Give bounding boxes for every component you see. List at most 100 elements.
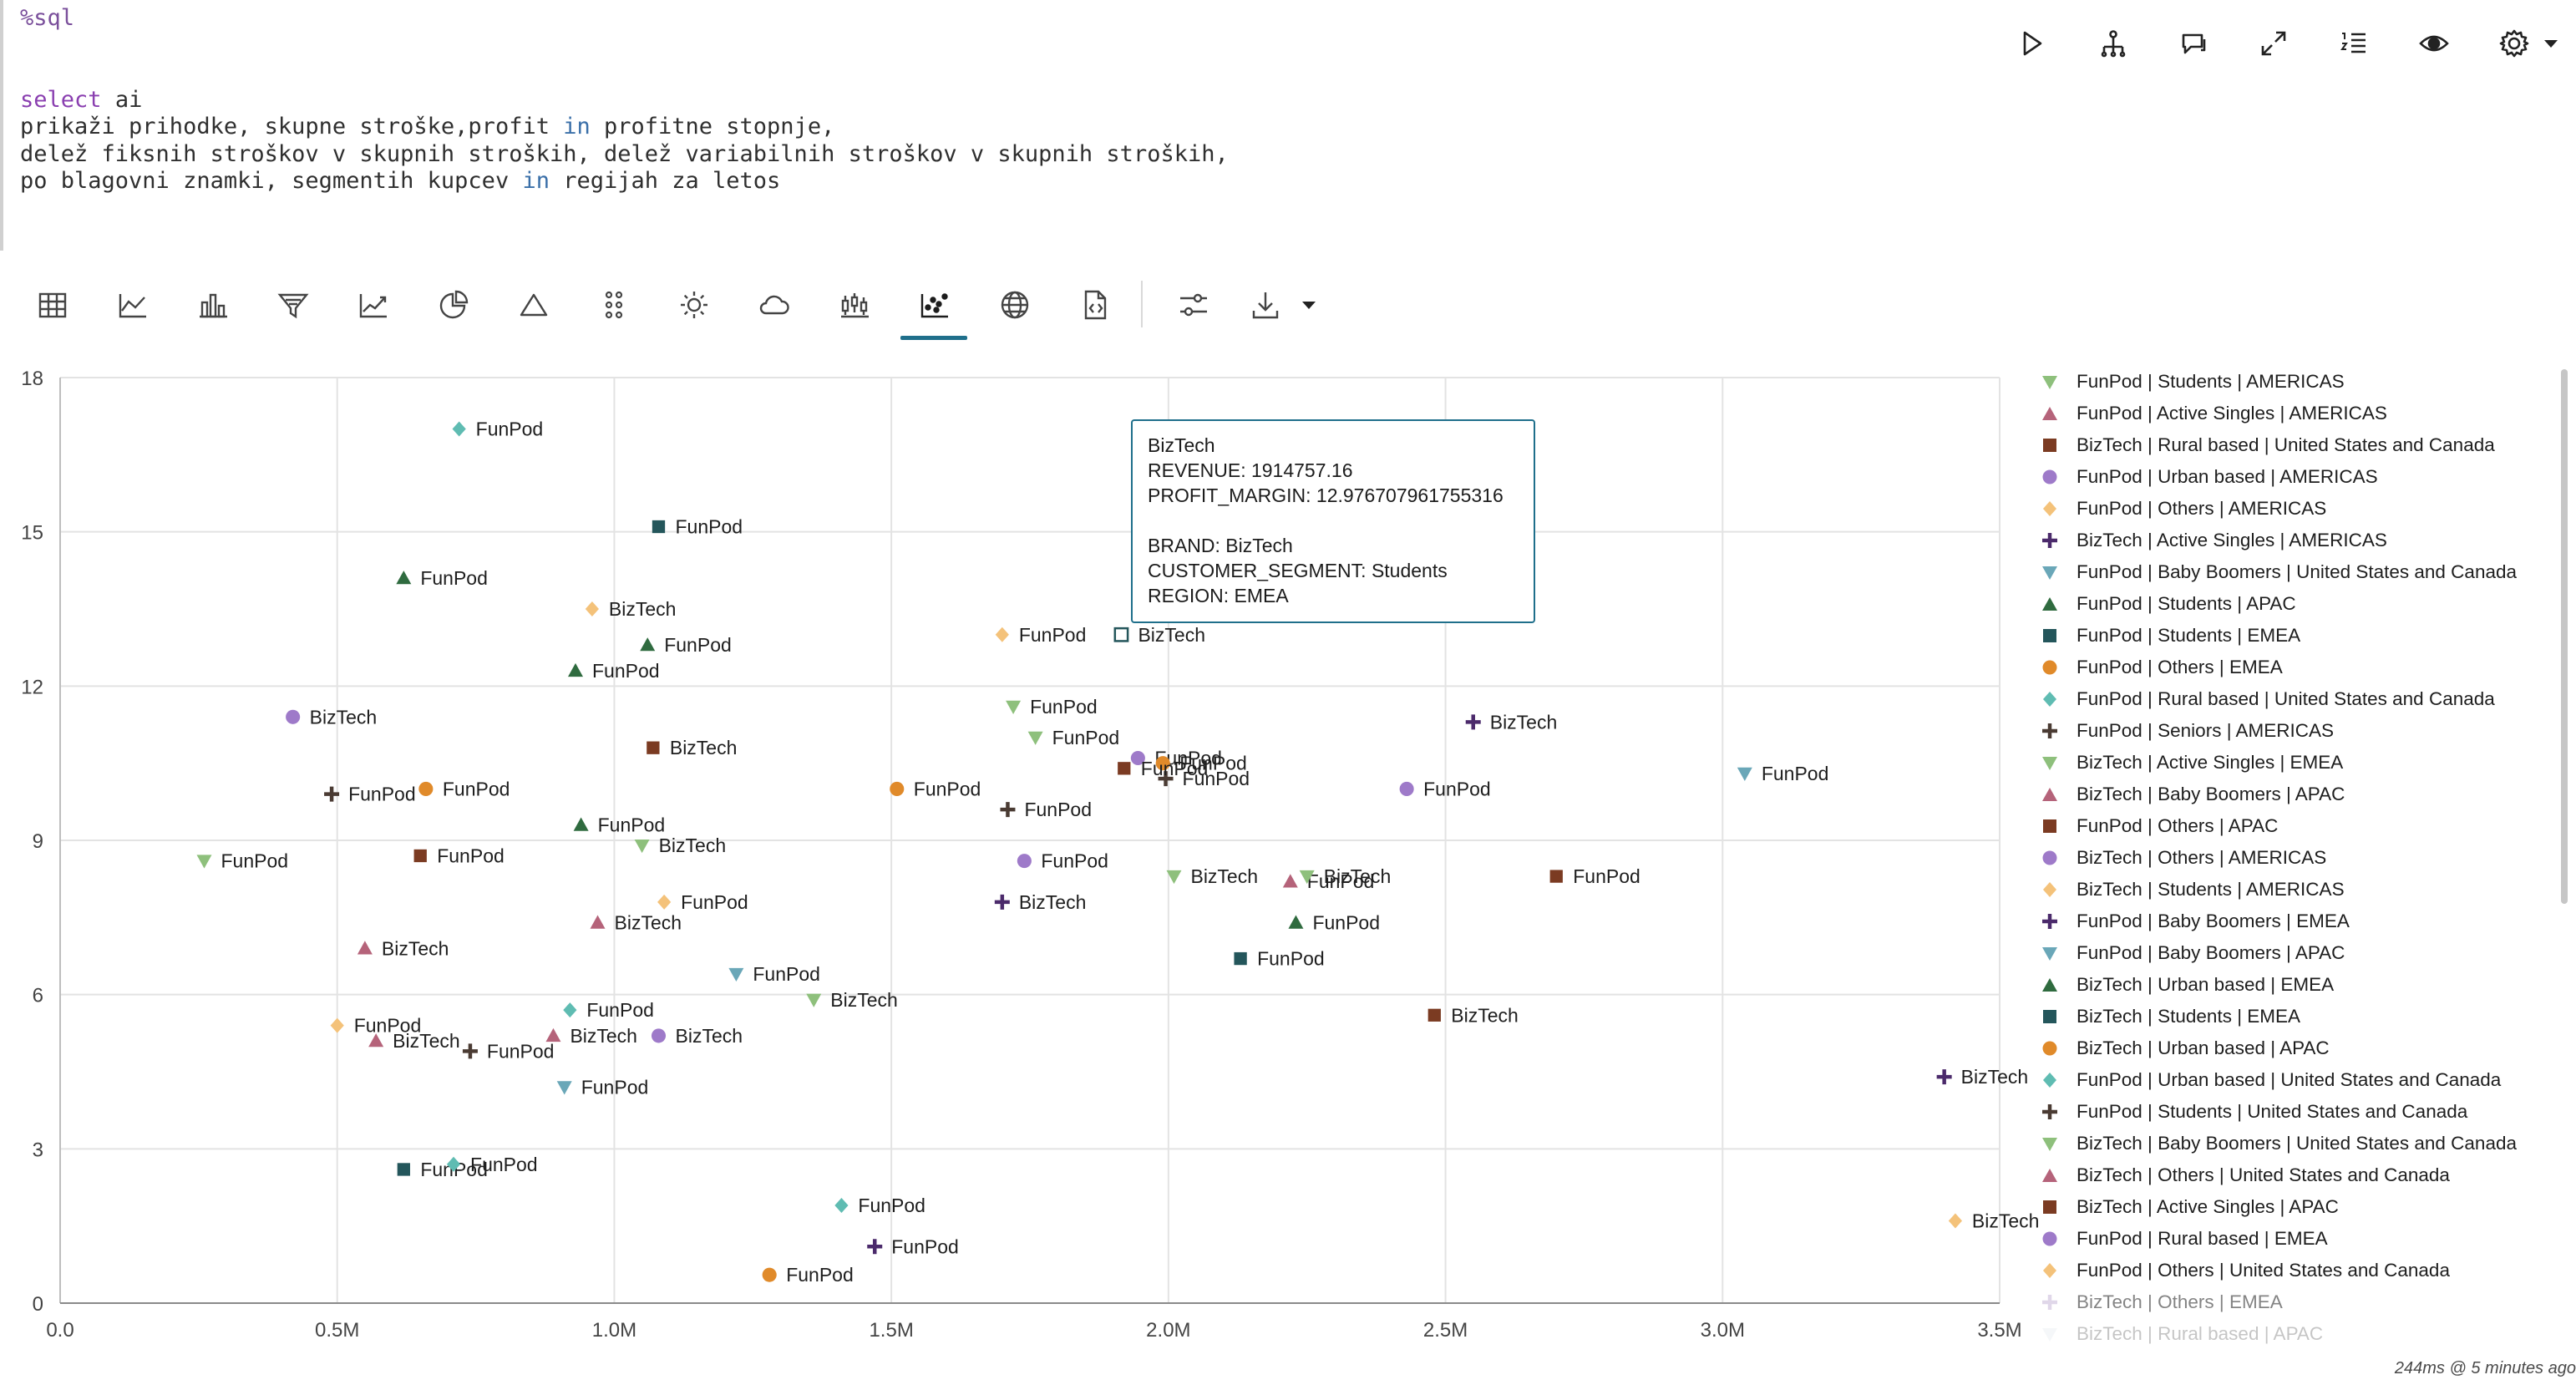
- magic-command: %sql: [20, 5, 75, 31]
- legend-item[interactable]: FunPod | Others | United States and Cana…: [2038, 1256, 2450, 1285]
- legend-item[interactable]: FunPod | Students | AMERICAS: [2038, 368, 2345, 396]
- legend-item[interactable]: BizTech | Rural based | APAC: [2038, 1320, 2323, 1348]
- data-label: FunPod: [1183, 768, 1250, 789]
- data-point: [573, 817, 589, 831]
- legend-label: FunPod | Urban based | United States and…: [2077, 1069, 2502, 1090]
- eye-icon[interactable]: [2409, 18, 2459, 68]
- data-point: [585, 601, 599, 616]
- legend-item[interactable]: FunPod | Urban based | United States and…: [2038, 1066, 2501, 1094]
- legend-marker-icon: [2043, 629, 2056, 642]
- caret-down-icon[interactable]: [2534, 18, 2568, 68]
- legend-item[interactable]: BizTech | Baby Boomers | United States a…: [2038, 1129, 2517, 1158]
- legend-item[interactable]: FunPod | Seniors | AMERICAS: [2038, 717, 2334, 745]
- legend-marker-icon: [2042, 723, 2057, 738]
- legend-marker-icon: [2042, 597, 2057, 611]
- legend-item[interactable]: BizTech | Active Singles | AMERICAS: [2038, 526, 2387, 555]
- comment-icon[interactable]: [2168, 18, 2219, 68]
- legend-item[interactable]: FunPod | Others | AMERICAS: [2038, 495, 2326, 523]
- data-label: BizTech: [659, 835, 727, 856]
- chart-tooltip: BizTech REVENUE: 1914757.16 PROFIT_MARGI…: [1131, 419, 1535, 623]
- triangle-icon[interactable]: [505, 276, 563, 334]
- scatter-icon[interactable]: [905, 276, 964, 334]
- data-label: FunPod: [221, 850, 288, 872]
- table-icon[interactable]: [23, 276, 82, 334]
- data-point: [1234, 951, 1247, 966]
- data-point: [1130, 750, 1145, 766]
- data-label: BizTech: [670, 737, 738, 758]
- legend-item[interactable]: BizTech | Others | United States and Can…: [2038, 1161, 2450, 1190]
- legend-marker-icon: [2043, 692, 2056, 707]
- cloud-icon[interactable]: [745, 276, 804, 334]
- data-point: [1549, 870, 1563, 883]
- legend-item[interactable]: FunPod | Others | APAC: [2038, 812, 2278, 840]
- legend-item[interactable]: FunPod | Others | EMEA: [2038, 653, 2283, 682]
- data-label: FunPod: [1030, 696, 1098, 718]
- caret-down-icon[interactable]: [1280, 276, 1338, 334]
- legend-item[interactable]: FunPod | Baby Boomers | APAC: [2038, 939, 2345, 967]
- boxplot-icon[interactable]: [825, 276, 884, 334]
- legend-label: FunPod | Students | AMERICAS: [2077, 371, 2345, 392]
- legend-item[interactable]: BizTech | Others | AMERICAS: [2038, 844, 2326, 872]
- legend-item[interactable]: FunPod | Active Singles | AMERICAS: [2038, 399, 2387, 428]
- dots-icon[interactable]: [585, 276, 643, 334]
- code-file-icon[interactable]: [1066, 276, 1124, 334]
- data-point: [1282, 874, 1298, 888]
- legend-marker-icon: [2042, 469, 2057, 484]
- legend-label: BizTech | Baby Boomers | APAC: [2077, 784, 2345, 804]
- data-point: [647, 741, 660, 754]
- legend-item[interactable]: FunPod | Baby Boomers | United States an…: [2038, 558, 2517, 586]
- graph-icon[interactable]: [2088, 18, 2138, 68]
- run-icon[interactable]: [2006, 18, 2056, 68]
- legend-marker-icon: [2042, 533, 2057, 548]
- trend-icon[interactable]: [344, 276, 403, 334]
- legend-item[interactable]: BizTech | Others | EMEA: [2038, 1288, 2283, 1316]
- sun-icon[interactable]: [665, 276, 723, 334]
- legend-item[interactable]: FunPod | Students | APAC: [2038, 590, 2296, 618]
- legend-label: BizTech | Students | AMERICAS: [2077, 879, 2345, 900]
- legend-item[interactable]: BizTech | Baby Boomers | APAC: [2038, 780, 2345, 809]
- funnel-icon[interactable]: [264, 276, 322, 334]
- legend-item[interactable]: BizTech | Active Singles | EMEA: [2038, 748, 2343, 777]
- legend-item[interactable]: FunPod | Rural based | EMEA: [2038, 1225, 2328, 1253]
- data-label: FunPod: [1257, 948, 1325, 970]
- chart-legend[interactable]: FunPod | Students | AMERICAS FunPod | Act…: [2038, 368, 2556, 1349]
- expand-icon[interactable]: [2249, 18, 2299, 68]
- data-label: FunPod: [753, 963, 820, 985]
- legend-item[interactable]: FunPod | Urban based | AMERICAS: [2038, 463, 2378, 491]
- legend-item[interactable]: FunPod | Students | United States and Ca…: [2038, 1098, 2467, 1126]
- legend-item[interactable]: FunPod | Rural based | United States and…: [2038, 685, 2495, 713]
- globe-icon[interactable]: [986, 276, 1044, 334]
- legend-item[interactable]: BizTech | Students | AMERICAS: [2038, 875, 2345, 904]
- data-point: [834, 1198, 849, 1214]
- legend-item[interactable]: BizTech | Active Singles | APAC: [2038, 1193, 2339, 1221]
- data-label: FunPod: [664, 634, 732, 656]
- data-point: [867, 1239, 883, 1255]
- line-chart-icon[interactable]: [104, 276, 162, 334]
- legend-item[interactable]: FunPod | Baby Boomers | EMEA: [2038, 907, 2350, 936]
- legend-marker-icon: [2042, 914, 2057, 929]
- sql-editor[interactable]: %sql select ai prikaži prihodke, skupne …: [0, 0, 2025, 251]
- data-point: [1118, 762, 1131, 775]
- data-point: [286, 709, 301, 724]
- scatter-chart[interactable]: 0 3 6 9 12 15 18 0.0 0.5M 1.0M 1.5M 2.0M 2.5M 3.0M 3.5…: [0, 359, 2576, 1362]
- keyword-ai: ai: [114, 86, 143, 113]
- chart-canvas[interactable]: 0 3 6 9 12 15 18 0.0 0.5M 1.0M 1.5M 2.0M 2.5M 3.0M 3.5…: [0, 359, 2038, 1362]
- legend-item[interactable]: BizTech | Urban based | APAC: [2038, 1034, 2330, 1063]
- bar-chart-icon[interactable]: [184, 276, 242, 334]
- settings-sliders-icon[interactable]: [1164, 276, 1223, 334]
- data-label: BizTech: [1019, 891, 1087, 913]
- legend-item[interactable]: FunPod | Students | EMEA: [2038, 621, 2300, 650]
- legend-item[interactable]: BizTech | Urban based | EMEA: [2038, 971, 2334, 999]
- gear-icon[interactable]: [2489, 18, 2539, 68]
- download-icon[interactable]: [1236, 276, 1295, 334]
- data-label: FunPod: [891, 1235, 959, 1257]
- data-label: BizTech: [1324, 865, 1392, 887]
- pie-chart-icon[interactable]: [424, 276, 483, 334]
- data-label: FunPod: [586, 999, 654, 1021]
- legend-item[interactable]: BizTech | Rural based | United States an…: [2038, 431, 2495, 459]
- data-point: [651, 1028, 667, 1043]
- legend-scrollbar[interactable]: [2561, 369, 2568, 904]
- list-icon[interactable]: [2329, 18, 2379, 68]
- legend-item[interactable]: BizTech | Students | EMEA: [2038, 1002, 2300, 1031]
- sql-code[interactable]: %sql select ai prikaži prihodke, skupne …: [20, 5, 1229, 195]
